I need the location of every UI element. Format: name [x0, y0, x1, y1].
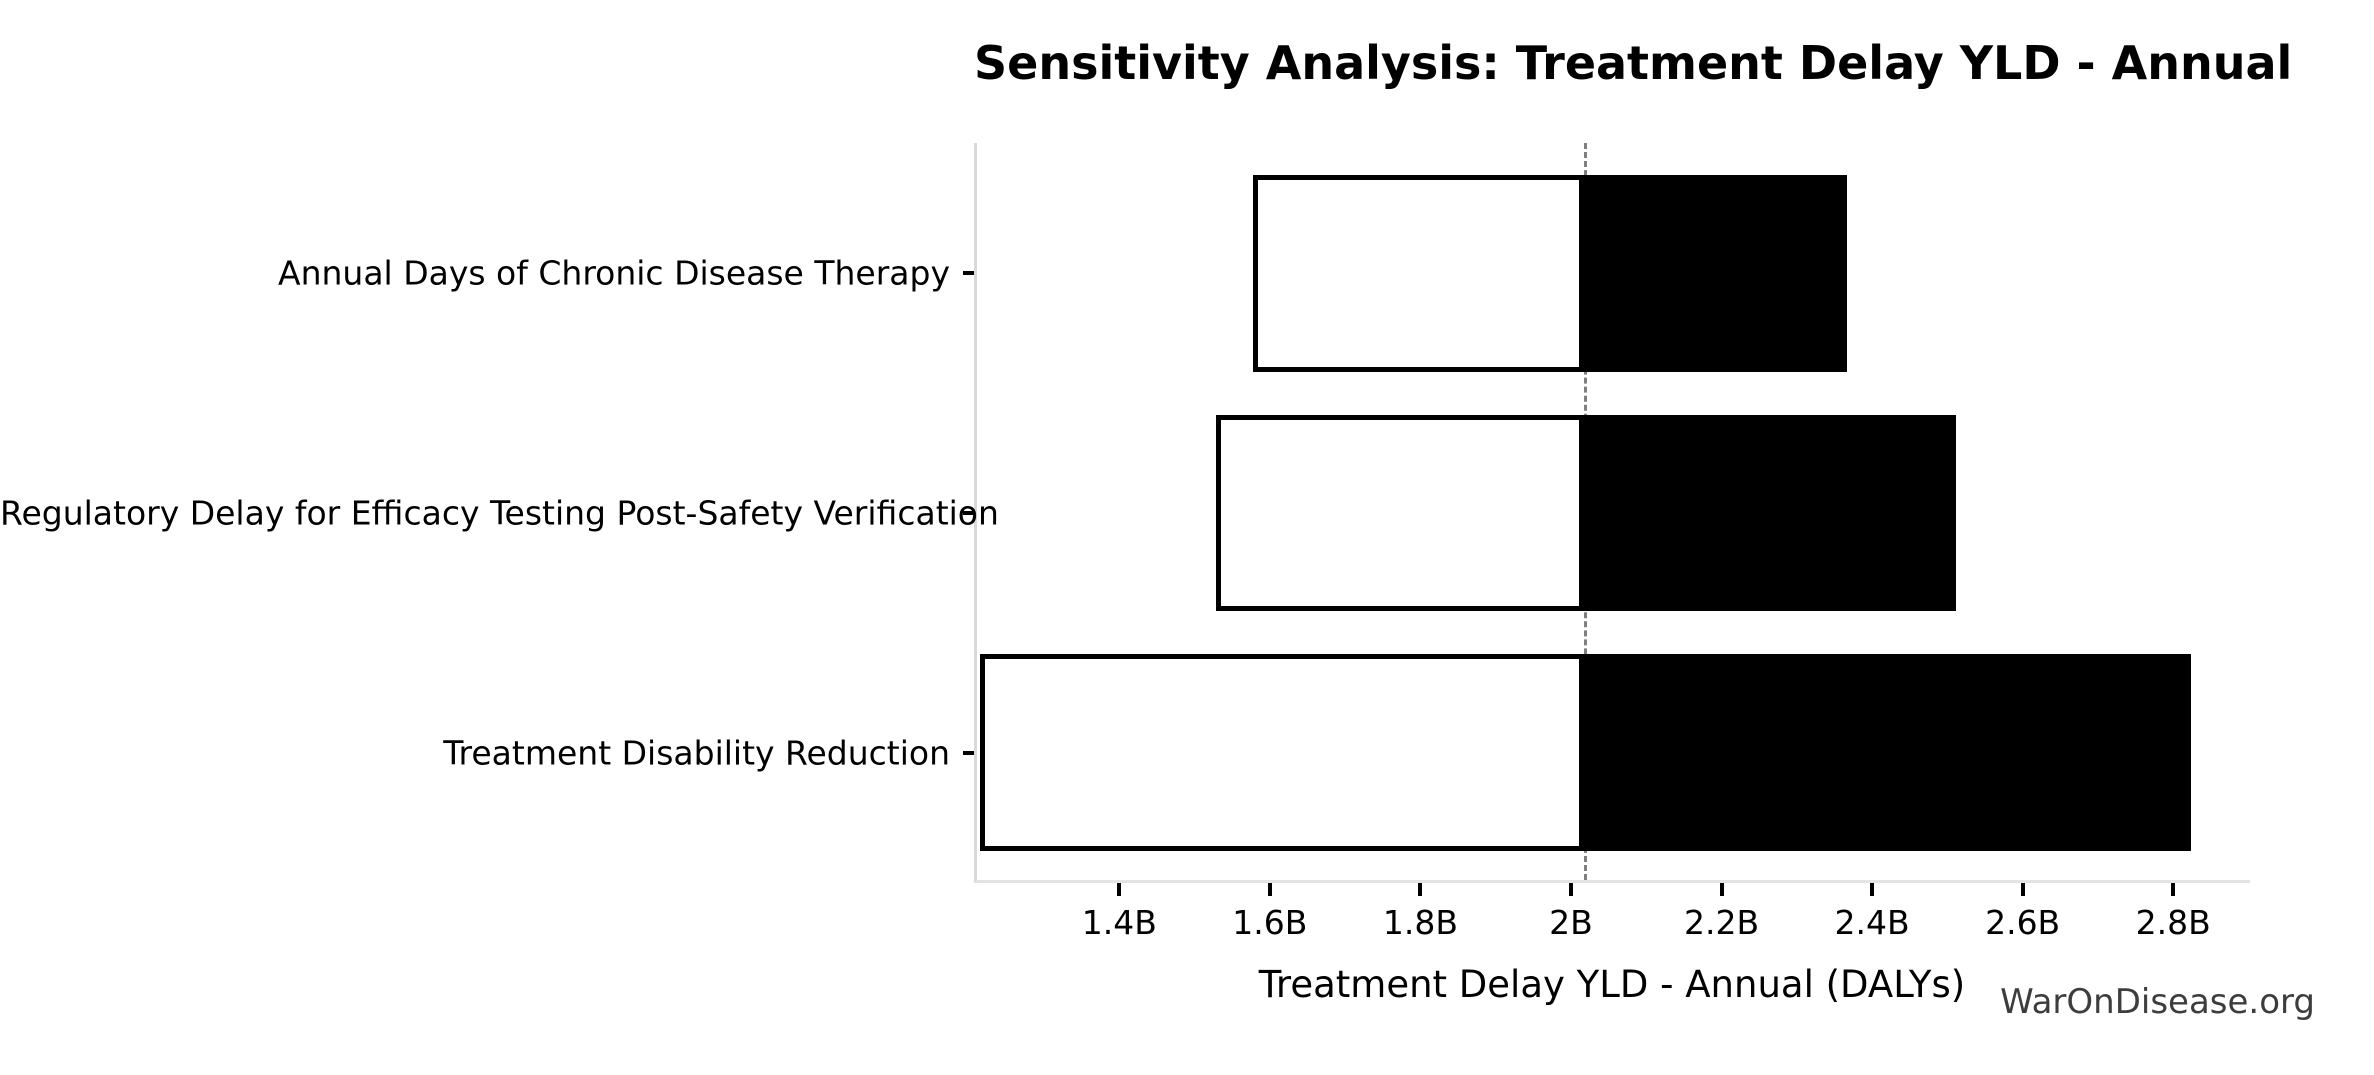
x-axis-label: Treatment Delay YLD - Annual (DALYs) [1258, 963, 1966, 1006]
y-category-label: Treatment Disability Reduction [443, 733, 950, 773]
x-axis-tick-label: 1.8B [1382, 903, 1458, 942]
y-axis-tick-mark [963, 271, 974, 276]
y-category-label: Annual Days of Chronic Disease Therapy [278, 253, 950, 293]
y-axis-tick-mark [963, 750, 974, 755]
x-axis-tick-label: 1.4B [1081, 903, 1157, 942]
x-axis-tick-mark [1418, 883, 1423, 896]
bar-low-segment [1252, 175, 1584, 372]
bar-high-segment [1583, 414, 1956, 612]
y-category-label: Regulatory Delay for Efficacy Testing Po… [0, 493, 999, 533]
x-axis-tick-label: 1.6B [1232, 903, 1308, 942]
x-axis-tick-label: 2.6B [1985, 903, 2061, 942]
plot-area [974, 143, 2250, 883]
x-axis-tick-mark [1870, 883, 1875, 896]
bar-low-segment [980, 654, 1584, 851]
x-axis-tick-label: 2.4B [1834, 903, 1910, 942]
x-axis-tick-label: 2.2B [1683, 903, 1760, 942]
x-axis-tick-mark [2020, 883, 2025, 896]
bar-high-segment [1583, 654, 2192, 851]
bar-low-segment [1215, 414, 1584, 612]
x-axis-tick-mark [1267, 883, 1272, 896]
x-axis-tick-label: 2.8B [2135, 903, 2211, 942]
watermark-text: WarOnDisease.org [2000, 982, 2315, 1022]
x-axis-tick-label: 2B [1549, 903, 1593, 942]
y-axis-tick-mark [963, 511, 974, 515]
x-axis-tick-mark [2171, 883, 2176, 896]
chart-title: Sensitivity Analysis: Treatment Delay YL… [974, 36, 2293, 90]
x-axis-tick-mark [1117, 883, 1122, 896]
x-axis-tick-mark [1568, 883, 1573, 896]
x-axis-tick-mark [1719, 883, 1724, 896]
bar-high-segment [1583, 175, 1847, 372]
